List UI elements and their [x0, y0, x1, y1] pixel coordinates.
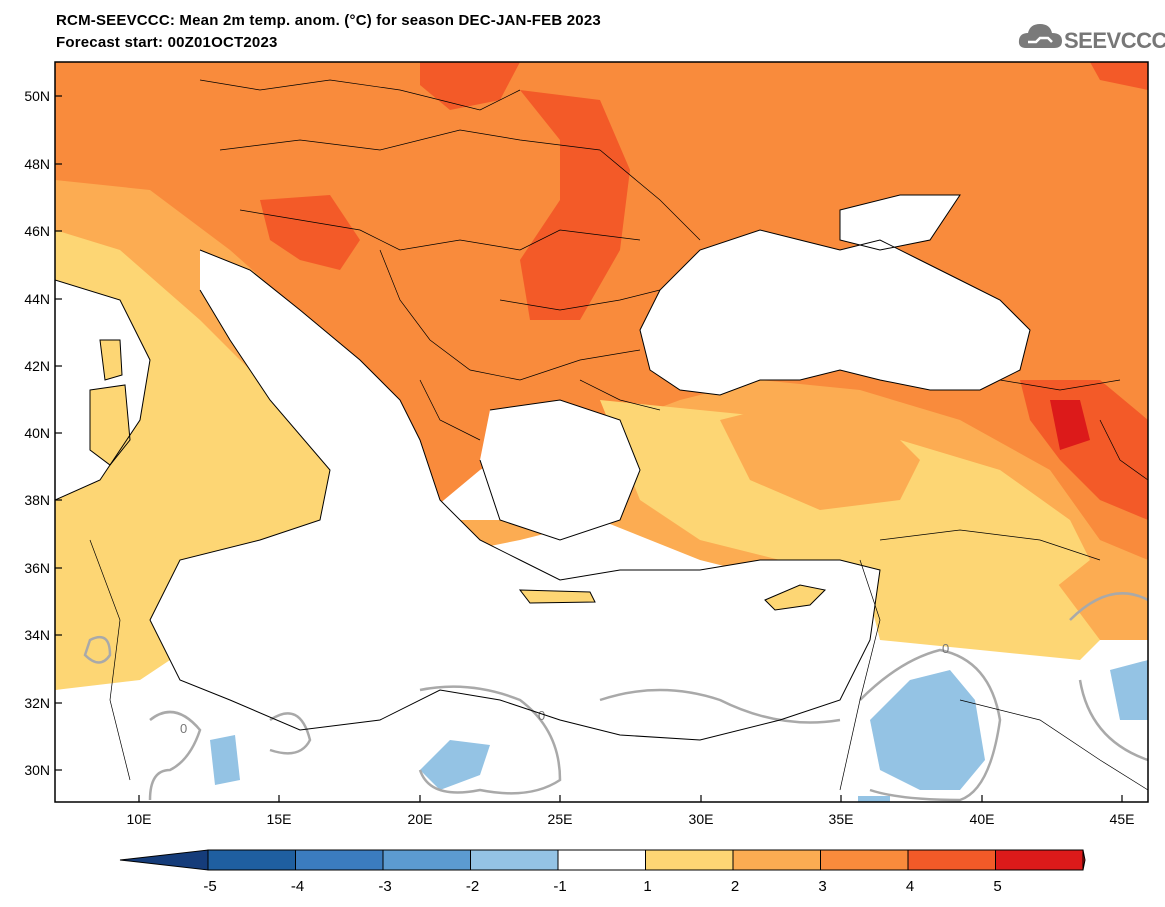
colorbar-segment [995, 849, 1084, 871]
map-title: RCM-SEEVCCC: Mean 2m temp. anom. (°C) fo… [56, 12, 601, 29]
crete [520, 590, 595, 603]
forecast-start-label: Forecast start: 00Z01OCT2023 [56, 34, 278, 51]
lat-label: 36N [24, 560, 50, 576]
lat-label: 38N [24, 492, 50, 508]
latitude-axis: 50N 48N 46N 44N 42N 40N 38N 36N 34N 32N 30N [24, 88, 62, 778]
colorbar-tick-label: -1 [553, 878, 566, 895]
contour-label: 0 [538, 708, 545, 723]
corsica [100, 340, 122, 380]
lon-label: 15E [267, 811, 292, 827]
colorbar-tick-label: -2 [466, 878, 479, 895]
cyprus [765, 585, 825, 610]
hotspot-armenia [1050, 400, 1090, 450]
negative-anomaly-red-sea [858, 796, 890, 802]
colorbar-segment [470, 849, 559, 871]
colorbar-tick-label: 3 [818, 878, 826, 895]
negative-anomaly-iraq [1110, 660, 1148, 720]
hotspot-ne [1090, 62, 1148, 90]
contour-labels: 0 0 0 [180, 641, 949, 736]
lon-label: 20E [408, 811, 433, 827]
sardinia [90, 385, 130, 465]
hotspot-pannonia [260, 195, 360, 270]
colorbar-segment [820, 849, 909, 871]
region-1-2-levant [860, 540, 1100, 660]
negative-anomaly-tunisia [210, 735, 240, 785]
contour-label: 0 [942, 641, 949, 656]
country-borders [89, 79, 1148, 791]
hotspot-poland [420, 62, 520, 110]
colorbar-segment [557, 849, 646, 871]
colorbar-over-arrow [1082, 849, 1086, 871]
colorbar-segment [207, 849, 296, 871]
lat-label: 40N [24, 425, 50, 441]
colorbar-tick-label: 1 [643, 878, 651, 895]
colorbar-segment [645, 849, 734, 871]
lat-label: 30N [24, 762, 50, 778]
negative-anomaly-sinai [870, 670, 985, 790]
cloud-icon [1018, 24, 1062, 48]
black-sea [640, 230, 1030, 395]
lat-label: 42N [24, 358, 50, 374]
lat-label: 46N [24, 223, 50, 239]
hotspot-romania-ukraine [520, 90, 630, 320]
mediterranean-sea [150, 250, 880, 740]
zero-contours [83, 592, 1148, 802]
lat-label: 48N [24, 156, 50, 172]
lat-label: 50N [24, 88, 50, 104]
seevccc-logo: SEEVCCC [1018, 20, 1165, 58]
lat-label: 44N [24, 291, 50, 307]
colorbar-tick-label: 5 [993, 878, 1001, 895]
lon-label: 40E [970, 811, 995, 827]
negative-anomaly-libya [420, 740, 490, 790]
region-2-3-central-anatolia [720, 400, 920, 510]
lon-label: 35E [829, 811, 854, 827]
longitude-axis: 10E 15E 20E 25E 30E 35E 40E 45E [127, 795, 1135, 827]
colorbar-under-arrow [119, 849, 209, 871]
colorbar-segment [732, 849, 821, 871]
colorbar-tick-label: 2 [731, 878, 739, 895]
colorbar-segment [382, 849, 471, 871]
colorbar-tick-label: -4 [291, 878, 304, 895]
colorbar-tick-label: -5 [203, 878, 216, 895]
hotspot-caucasus [1020, 380, 1148, 520]
colorbar-segment [295, 849, 384, 871]
aegean-sea [480, 400, 640, 540]
logo-text: SEEVCCC [1064, 28, 1165, 53]
lon-label: 10E [127, 811, 152, 827]
colorbar-tick-label: -3 [378, 878, 391, 895]
lon-label: 25E [548, 811, 573, 827]
map-frame [54, 61, 1149, 803]
colorbar-tick-label: 4 [906, 878, 914, 895]
anomaly-field: 0 0 0 [55, 62, 1148, 802]
sea-of-azov [840, 195, 960, 250]
lat-label: 32N [24, 695, 50, 711]
lat-label: 34N [24, 627, 50, 643]
contour-label: 0 [180, 721, 187, 736]
colorbar: -5 -4 -3 -2 -1 1 2 3 4 5 [119, 849, 1086, 895]
lon-label: 45E [1110, 811, 1135, 827]
lon-label: 30E [689, 811, 714, 827]
colorbar-segment [907, 849, 996, 871]
coastlines [55, 194, 1031, 741]
